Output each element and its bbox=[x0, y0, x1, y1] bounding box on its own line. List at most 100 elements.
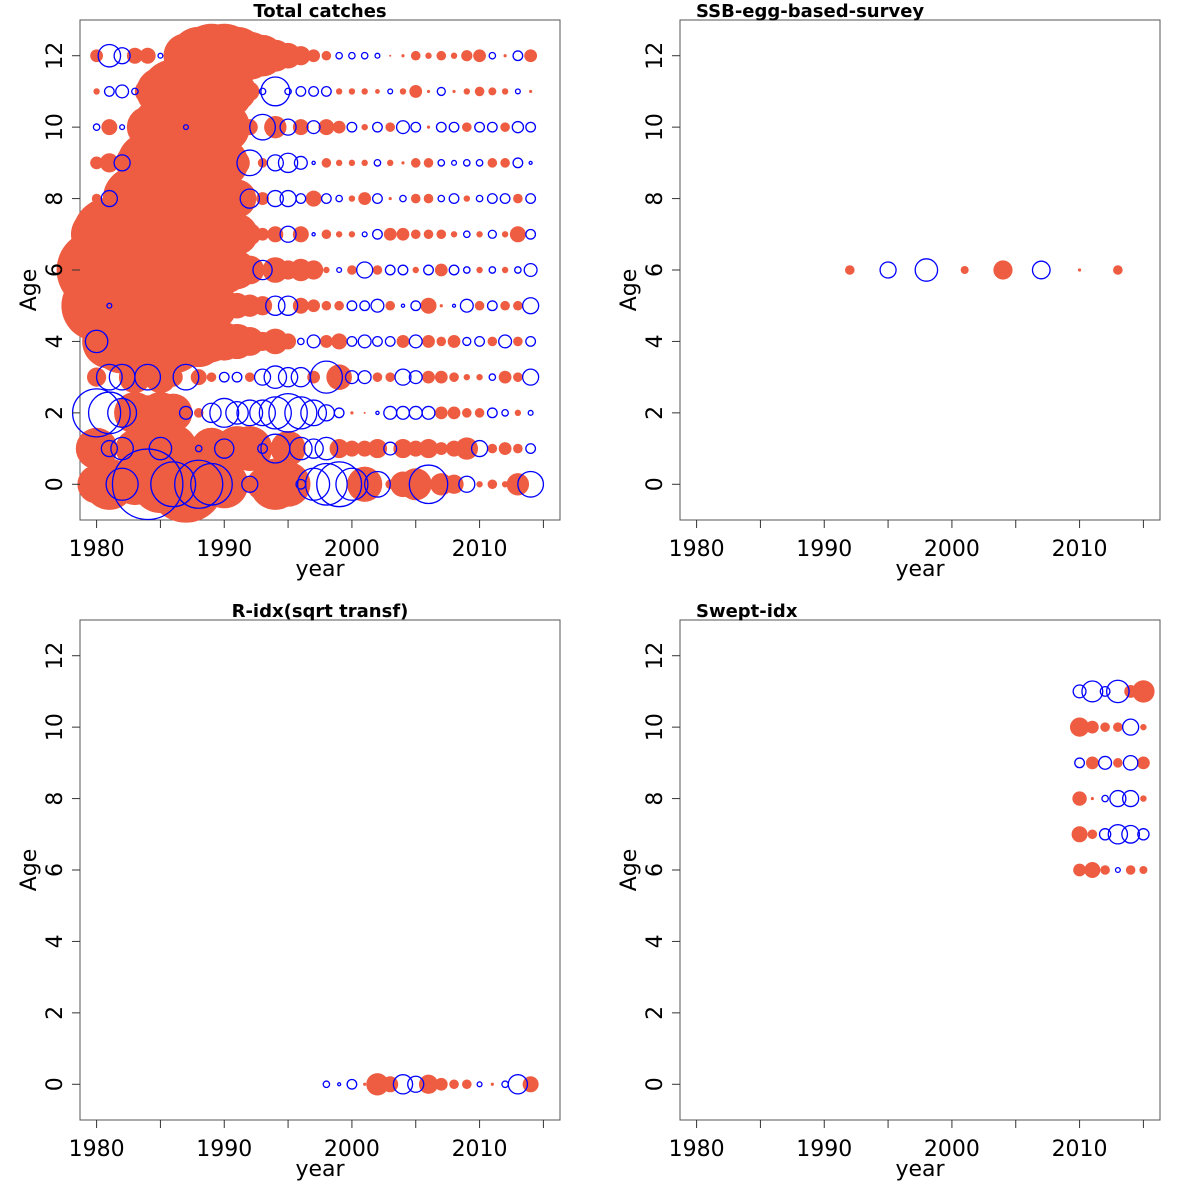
bubble-positive bbox=[422, 370, 435, 384]
bubble-negative bbox=[277, 152, 299, 174]
bubble-negative bbox=[392, 1074, 414, 1095]
bubble-negative bbox=[225, 401, 249, 425]
bubble-positive bbox=[385, 372, 396, 382]
x-tick-label: 1990 bbox=[796, 1137, 852, 1162]
bubble-positive bbox=[99, 153, 119, 173]
bubble-positive bbox=[90, 49, 103, 63]
bubble-positive bbox=[361, 123, 368, 131]
bubble-positive bbox=[361, 159, 368, 167]
bubble-positive bbox=[335, 159, 343, 167]
bubble-negative bbox=[293, 155, 308, 170]
bubble-positive bbox=[238, 223, 261, 246]
y-tick-label: 0 bbox=[643, 477, 668, 491]
y-tick-label: 12 bbox=[43, 642, 68, 670]
bubble-negative bbox=[879, 261, 897, 279]
bubble-positive bbox=[501, 266, 509, 274]
bubble-positive bbox=[412, 266, 419, 274]
bubble-negative bbox=[289, 436, 313, 461]
bubble-negative bbox=[263, 365, 288, 389]
bubble-negative bbox=[499, 193, 511, 205]
bubble-negative bbox=[525, 335, 537, 347]
bubble-positive bbox=[462, 122, 472, 132]
bubble-negative bbox=[384, 335, 396, 347]
panel-title: Swept-idx bbox=[696, 601, 798, 622]
bubble-negative bbox=[100, 439, 119, 458]
bubble-positive bbox=[476, 231, 483, 238]
bubble-positive bbox=[1113, 722, 1123, 732]
bubble-negative bbox=[346, 121, 358, 133]
bubble-negative bbox=[512, 157, 524, 169]
bubble-negative bbox=[106, 302, 113, 309]
bubble-negative bbox=[306, 120, 321, 135]
bubble-positive bbox=[501, 231, 509, 238]
bubble-positive bbox=[323, 266, 330, 274]
bubble-negative bbox=[357, 370, 372, 385]
bubble-positive bbox=[1087, 829, 1098, 840]
bubble-negative bbox=[335, 467, 369, 501]
bubble-positive bbox=[407, 440, 424, 457]
bubble-negative bbox=[408, 334, 423, 349]
bubble-positive bbox=[267, 226, 284, 243]
bubble-negative bbox=[314, 436, 339, 461]
bubble-negative bbox=[95, 363, 123, 391]
bubble-negative bbox=[487, 229, 497, 239]
bubble-negative bbox=[525, 193, 537, 205]
bubble-negative bbox=[1031, 260, 1051, 280]
bubble-negative bbox=[514, 266, 522, 274]
bubble-negative bbox=[448, 121, 460, 133]
bubble-positive bbox=[240, 81, 260, 102]
bubble-negative bbox=[284, 396, 318, 430]
x-tick-label: 1990 bbox=[196, 1137, 252, 1162]
bubble-negative bbox=[370, 298, 385, 313]
bubble-negative bbox=[399, 194, 407, 203]
bubble-negative bbox=[336, 266, 343, 274]
bubble-negative bbox=[459, 298, 474, 313]
bubble-negative bbox=[309, 360, 344, 394]
bubble-negative bbox=[521, 368, 540, 386]
bubble-positive bbox=[332, 120, 346, 134]
bubble-negative bbox=[300, 399, 328, 427]
bubble-negative bbox=[346, 1078, 358, 1090]
bubble-positive bbox=[509, 226, 526, 243]
bubble-negative bbox=[375, 410, 380, 416]
bubble-negative bbox=[356, 261, 374, 279]
y-tick-label: 2 bbox=[643, 1006, 668, 1020]
y-tick-label: 6 bbox=[43, 263, 68, 277]
bubble-negative bbox=[241, 475, 259, 493]
bubble-positive bbox=[450, 231, 458, 238]
bubble-positive bbox=[1140, 723, 1147, 731]
bubble-positive bbox=[1132, 680, 1155, 703]
y-tick-label: 12 bbox=[643, 642, 668, 670]
bubble-negative bbox=[462, 159, 471, 167]
bubble-negative bbox=[333, 407, 345, 419]
bubble-negative bbox=[437, 194, 446, 203]
bubble-positive bbox=[227, 426, 273, 471]
y-tick-label: 4 bbox=[43, 934, 68, 948]
bubble-positive bbox=[423, 229, 434, 240]
bubble-negative bbox=[284, 87, 292, 96]
bubble-positive bbox=[304, 260, 324, 280]
bubble-positive bbox=[434, 442, 448, 455]
y-axis-label: Age bbox=[17, 269, 42, 312]
bubble-negative bbox=[371, 228, 383, 240]
bubble-negative bbox=[395, 120, 411, 135]
bubble-negative bbox=[501, 1080, 509, 1089]
bubble-positive bbox=[348, 159, 356, 167]
bubble-positive bbox=[262, 328, 289, 355]
bubble-positive bbox=[321, 229, 332, 240]
bubble-negative bbox=[1107, 824, 1129, 845]
bubble-positive bbox=[343, 440, 360, 457]
y-axis: 0 2 4 6 8 10 12 bbox=[43, 42, 80, 491]
bubble-positive bbox=[350, 411, 354, 415]
bubble-negative bbox=[150, 461, 197, 508]
bubble-negative bbox=[408, 405, 423, 420]
x-axis-label: year bbox=[895, 557, 945, 582]
bubble-positive bbox=[474, 300, 485, 311]
y-tick-label: 8 bbox=[43, 192, 68, 206]
bubble-positive bbox=[244, 372, 255, 382]
bubble-positive bbox=[193, 408, 204, 418]
bubble-negative bbox=[306, 334, 321, 349]
x-axis: 1980 1990 2000 2010 bbox=[669, 520, 1144, 562]
bubble-positive bbox=[1140, 795, 1147, 802]
bubble-negative bbox=[1081, 680, 1104, 703]
